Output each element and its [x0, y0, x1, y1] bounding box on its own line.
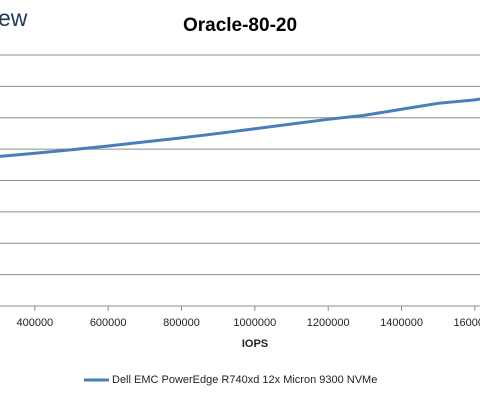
x-tick-label: 600000 [90, 317, 127, 329]
x-tick-label: 1400000 [380, 317, 423, 329]
x-tick-label: 800000 [163, 317, 200, 329]
x-tick-label: 400000 [16, 317, 53, 329]
logo: ew [0, 5, 28, 31]
x-axis-title: IOPS [242, 338, 268, 350]
data-line [0, 97, 480, 158]
legend-label: Dell EMC PowerEdge R740xd 12x Micron 930… [112, 374, 377, 386]
x-tick-label: 1600000 [453, 317, 480, 329]
chart-title: Oracle-80-20 [183, 15, 297, 36]
x-tick-label: 1000000 [233, 317, 276, 329]
x-tick-label: 1200000 [307, 317, 350, 329]
